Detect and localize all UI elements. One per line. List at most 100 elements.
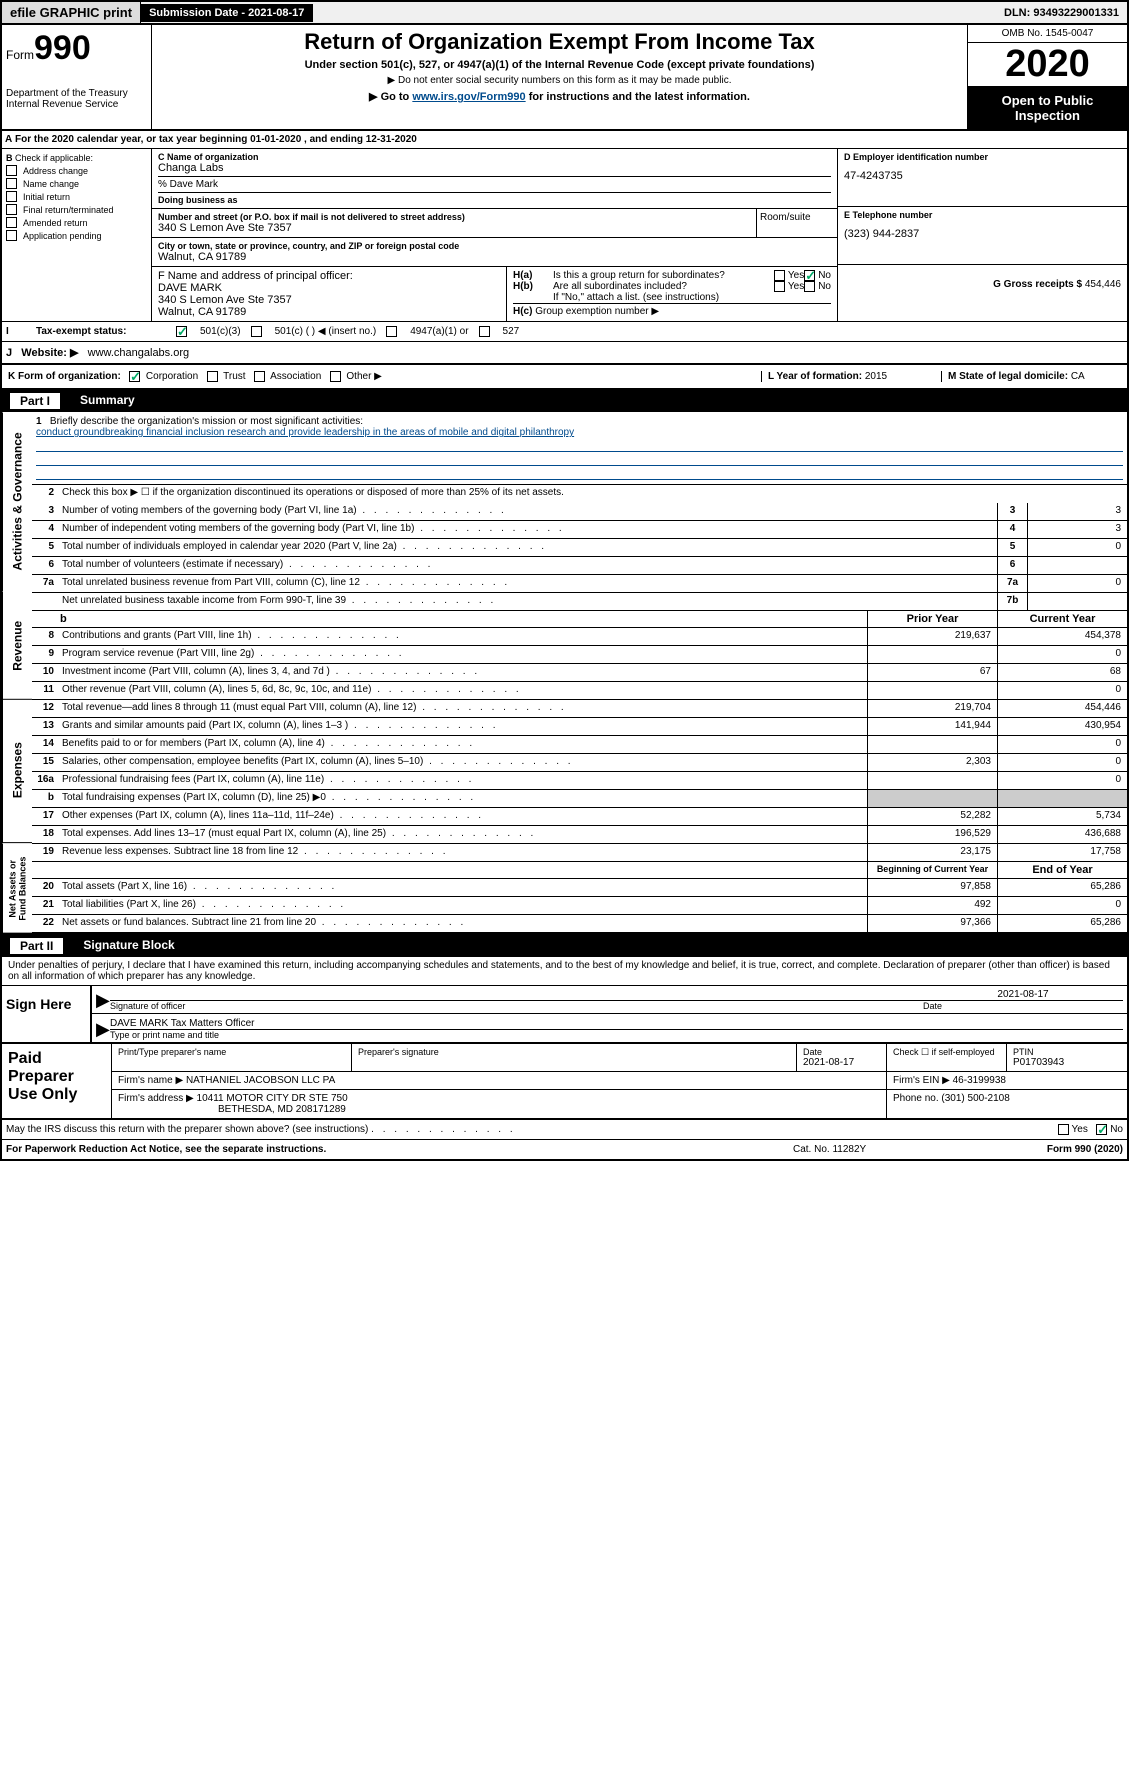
cat-no: Cat. No. 11282Y [793, 1144, 973, 1155]
corp-label: Corporation [146, 371, 198, 382]
date-label: Date [923, 1000, 1123, 1011]
line-b: bTotal fundraising expenses (Part IX, co… [32, 790, 1127, 808]
firm-phone: (301) 500-2108 [941, 1093, 1009, 1104]
phone-value: (323) 944-2837 [844, 228, 1121, 240]
blank-line-2 [36, 452, 1123, 466]
goto-suffix: for instructions and the latest informat… [526, 91, 750, 103]
hb-no-checkbox[interactable] [804, 281, 815, 292]
firm-name-label: Firm's name ▶ [118, 1075, 183, 1086]
501c3-checkbox[interactable] [176, 326, 187, 337]
form-of-org-row: K Form of organization: Corporation Trus… [2, 365, 1127, 390]
initial-return-label: Initial return [23, 192, 70, 202]
expenses-tab: Expenses [2, 699, 32, 843]
discuss-no-checkbox[interactable] [1096, 1124, 1107, 1135]
irs-label: Internal Revenue Service [6, 99, 147, 110]
amended-checkbox[interactable] [6, 217, 17, 228]
other-checkbox[interactable] [330, 371, 341, 382]
part-i-name: Summary [80, 393, 135, 409]
mission-block: 1 Briefly describe the organization's mi… [32, 412, 1127, 485]
mission-q: Briefly describe the organization's miss… [50, 416, 363, 427]
tax-exempt-label: Tax-exempt status: [36, 326, 166, 337]
firm-addr-label: Firm's address ▶ [118, 1093, 194, 1104]
hc-label: Group exemption number ▶ [535, 306, 659, 317]
governance-tab: Activities & Governance [2, 412, 32, 591]
part-i-tab: Part I [10, 393, 60, 409]
line-12: 12Total revenue—add lines 8 through 11 (… [32, 700, 1127, 718]
line-9: 9Program service revenue (Part VIII, lin… [32, 646, 1127, 664]
501c-checkbox[interactable] [251, 326, 262, 337]
sig-date-value: 2021-08-17 [923, 989, 1123, 1000]
line-10: 10Investment income (Part VIII, column (… [32, 664, 1127, 682]
care-of: % Dave Mark [158, 176, 831, 190]
tax-year: 2020 [968, 43, 1127, 87]
paid-preparer-block: Paid Preparer Use Only Print/Type prepar… [2, 1044, 1127, 1120]
line-8: 8Contributions and grants (Part VIII, li… [32, 628, 1127, 646]
website-value: www.changalabs.org [88, 347, 190, 359]
prior-year-header: Prior Year [867, 611, 997, 627]
line-19: 19Revenue less expenses. Subtract line 1… [32, 844, 1127, 862]
prep-sig-label: Preparer's signature [358, 1047, 790, 1057]
instructions-link-row: ▶ Go to www.irs.gov/Form990 for instruct… [156, 90, 963, 103]
revenue-tab: Revenue [2, 592, 32, 700]
trust-checkbox[interactable] [207, 371, 218, 382]
discuss-yes-checkbox[interactable] [1058, 1124, 1069, 1135]
name-change-label: Name change [23, 179, 79, 189]
firm-ein-label: Firm's EIN ▶ [893, 1075, 950, 1086]
ein-label: D Employer identification number [844, 152, 1121, 162]
line-15: 15Salaries, other compensation, employee… [32, 754, 1127, 772]
prior-current-header: b Prior Year Current Year [32, 611, 1127, 628]
line-5: 5Total number of individuals employed in… [32, 539, 1127, 557]
final-return-checkbox[interactable] [6, 204, 17, 215]
app-pending-checkbox[interactable] [6, 230, 17, 241]
form-prefix: Form [6, 48, 34, 62]
org-name: Changa Labs [158, 162, 831, 174]
tax-year-text: For the 2020 calendar year, or tax year … [15, 134, 417, 145]
dba-label: Doing business as [158, 192, 831, 205]
initial-return-checkbox[interactable] [6, 191, 17, 202]
omb-number: OMB No. 1545-0047 [968, 25, 1127, 43]
prep-name-label: Print/Type preparer's name [118, 1047, 345, 1057]
gross-value: 454,446 [1085, 279, 1121, 290]
arrow-icon-2: ▶ [96, 1019, 110, 1040]
irs-link[interactable]: www.irs.gov/Form990 [412, 91, 525, 103]
amended-label: Amended return [23, 218, 88, 228]
firm-ein: 46-3199938 [953, 1075, 1006, 1086]
form-title: Return of Organization Exempt From Incom… [156, 29, 963, 55]
hb-yes-checkbox[interactable] [774, 281, 785, 292]
gross-label: G Gross receipts $ [993, 279, 1082, 290]
part-ii-tab: Part II [10, 938, 63, 954]
address-change-checkbox[interactable] [6, 165, 17, 176]
discuss-row: May the IRS discuss this return with the… [2, 1120, 1127, 1140]
dept-treasury: Department of the Treasury [6, 88, 147, 99]
ptin-label: PTIN [1013, 1047, 1121, 1057]
4947-checkbox[interactable] [386, 326, 397, 337]
corp-checkbox[interactable] [129, 371, 140, 382]
527-checkbox[interactable] [479, 326, 490, 337]
dln: DLN: 93493229001331 [996, 4, 1127, 22]
line-16a: 16aProfessional fundraising fees (Part I… [32, 772, 1127, 790]
street-address: 340 S Lemon Ave Ste 7357 [158, 222, 750, 234]
line-2: Check this box ▶ ☐ if the organization d… [60, 485, 1127, 503]
check-if-applicable: B Check if applicable: Address change Na… [2, 149, 152, 321]
other-label: Other ▶ [346, 371, 381, 382]
line-20: 20Total assets (Part X, line 16)97,85865… [32, 879, 1127, 897]
self-emp-check[interactable]: Check ☐ if self-employed [887, 1044, 1007, 1071]
end-year-header: End of Year [997, 862, 1127, 878]
check-label: Check if applicable: [15, 153, 93, 163]
officer-city: Walnut, CA 91789 [158, 306, 500, 318]
efile-print-button[interactable]: efile GRAPHIC print [2, 2, 141, 23]
ha-no-checkbox[interactable] [804, 270, 815, 281]
paperwork-footer: For Paperwork Reduction Act Notice, see … [2, 1140, 1127, 1159]
summary-section: Activities & Governance Revenue Expenses… [2, 412, 1127, 935]
assoc-checkbox[interactable] [254, 371, 265, 382]
line-4: 4Number of independent voting members of… [32, 521, 1127, 539]
room-suite-label: Room/suite [757, 209, 837, 237]
sign-here-label: Sign Here [2, 986, 92, 1042]
ptin-value: P01703943 [1013, 1057, 1121, 1068]
527-label: 527 [503, 326, 520, 337]
l-year: 2015 [865, 371, 887, 382]
name-change-checkbox[interactable] [6, 178, 17, 189]
firm-phone-label: Phone no. [893, 1093, 939, 1104]
city-label: City or town, state or province, country… [158, 241, 831, 251]
ha-yes-checkbox[interactable] [774, 270, 785, 281]
